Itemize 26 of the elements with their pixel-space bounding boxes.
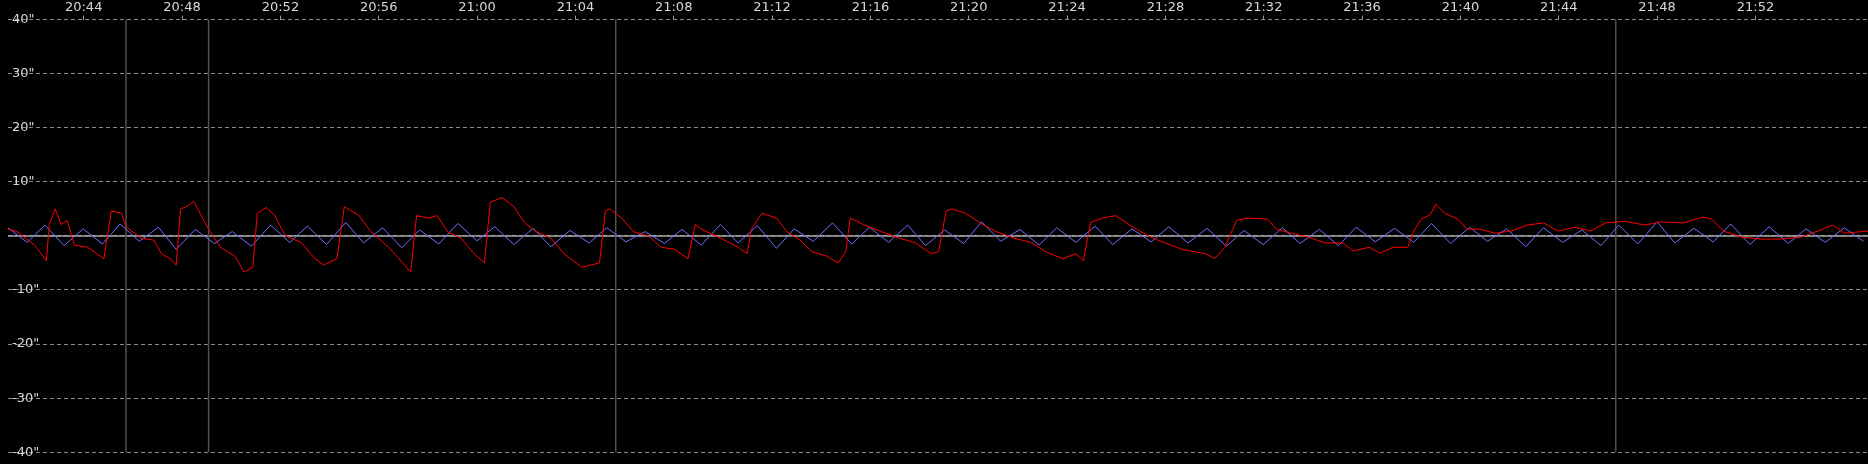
x-tick-label: 21:16 [851, 0, 890, 15]
x-tick-label: 21:48 [1638, 0, 1676, 15]
y-tick-label: -20" [12, 335, 40, 351]
x-tick-label: 21:40 [1441, 0, 1480, 15]
x-tick-label: 21:52 [1736, 0, 1775, 15]
x-tick-label: 21:12 [753, 0, 791, 15]
x-tick-label: 21:04 [556, 0, 595, 15]
x-tick-label: 21:00 [458, 0, 496, 15]
x-tick-label: 21:08 [654, 0, 693, 15]
x-tick-label: 20:48 [163, 0, 201, 15]
x-tick-label: 20:44 [64, 0, 103, 15]
x-tick-label: 21:20 [949, 0, 988, 15]
x-tick-label: 21:44 [1539, 0, 1578, 15]
x-tick-label: 21:24 [1048, 0, 1086, 15]
y-tick-label: 20" [12, 119, 35, 135]
y-tick-label: 40" [12, 10, 35, 26]
x-tick-label: 20:56 [359, 0, 398, 15]
y-tick-label: 10" [12, 173, 35, 189]
x-tick-label: 21:28 [1146, 0, 1185, 15]
y-tick-label: -10" [12, 281, 40, 297]
y-tick-label: 30" [12, 65, 35, 81]
x-tick-label: 21:36 [1343, 0, 1381, 15]
y-tick-label: -40" [12, 443, 40, 459]
y-tick-label: -30" [12, 389, 40, 405]
x-tick-label: 21:32 [1244, 0, 1283, 15]
x-tick-label: 20:52 [261, 0, 300, 15]
